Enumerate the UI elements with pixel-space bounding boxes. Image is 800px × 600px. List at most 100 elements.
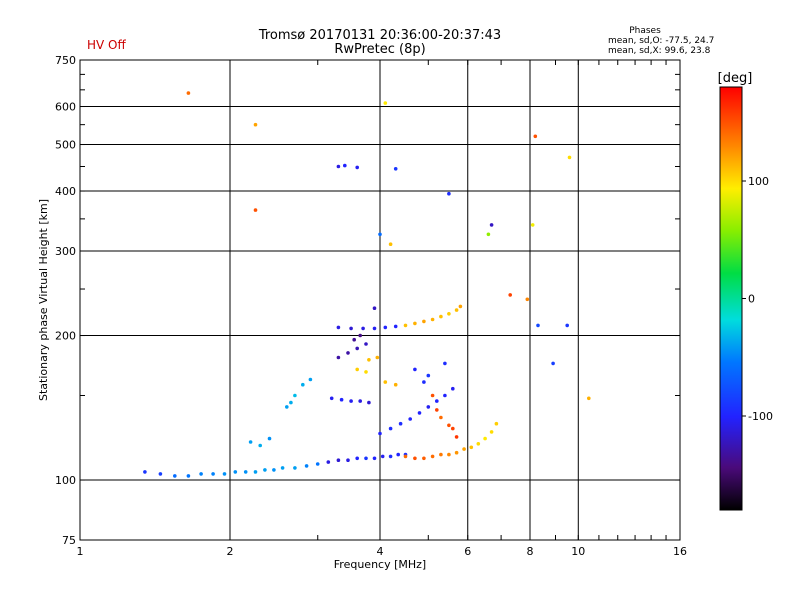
data-point bbox=[393, 382, 398, 387]
y-tick-label: 200 bbox=[55, 330, 76, 343]
data-point bbox=[430, 317, 435, 322]
data-point bbox=[186, 91, 191, 95]
data-point bbox=[289, 400, 293, 405]
data-point bbox=[308, 377, 313, 382]
data-point bbox=[355, 367, 360, 372]
data-point bbox=[536, 323, 540, 328]
data-point bbox=[378, 431, 382, 436]
chart-subtitle: RwPretec (8p) bbox=[334, 42, 425, 57]
data-point bbox=[451, 386, 455, 391]
y-tick-label: 75 bbox=[62, 534, 76, 547]
data-point bbox=[413, 456, 417, 461]
data-point bbox=[253, 208, 258, 212]
data-point bbox=[352, 337, 357, 342]
data-point bbox=[422, 319, 426, 324]
data-point bbox=[430, 454, 435, 459]
data-point bbox=[243, 470, 248, 474]
y-tick-label: 300 bbox=[55, 245, 76, 258]
data-point bbox=[417, 411, 422, 415]
x-tick-label: 2 bbox=[227, 545, 234, 558]
data-point bbox=[447, 312, 451, 316]
data-point bbox=[233, 470, 238, 474]
data-point bbox=[253, 122, 258, 127]
data-point bbox=[413, 367, 417, 372]
data-point bbox=[551, 361, 555, 366]
data-point bbox=[476, 442, 481, 446]
data-point bbox=[361, 326, 365, 331]
data-point bbox=[355, 165, 360, 170]
data-point bbox=[336, 325, 341, 330]
data-point bbox=[372, 326, 377, 331]
data-point bbox=[447, 423, 451, 428]
data-point bbox=[587, 396, 591, 401]
data-point bbox=[393, 167, 398, 171]
data-point bbox=[533, 134, 538, 139]
x-tick-label: 6 bbox=[464, 545, 471, 558]
y-tick-label: 600 bbox=[55, 101, 76, 114]
data-point bbox=[315, 462, 320, 466]
data-point bbox=[383, 101, 388, 105]
data-point bbox=[530, 223, 535, 227]
data-point bbox=[253, 470, 258, 474]
data-point bbox=[396, 452, 401, 457]
axis-ticks: 1 2 4 6 8 10 16 75 100 200 300 400 500 600 750 bbox=[55, 54, 687, 558]
data-point bbox=[403, 454, 408, 459]
colorbar-label: [deg] bbox=[718, 71, 753, 86]
data-point bbox=[565, 323, 569, 328]
data-point bbox=[355, 456, 360, 461]
data-point bbox=[343, 163, 347, 168]
data-point bbox=[336, 164, 341, 169]
data-point bbox=[388, 242, 393, 246]
data-point bbox=[393, 324, 398, 329]
y-tick-label: 500 bbox=[55, 139, 76, 152]
data-point bbox=[486, 232, 491, 237]
data-point bbox=[364, 456, 368, 461]
data-point bbox=[358, 399, 363, 403]
data-point bbox=[349, 399, 353, 403]
data-point bbox=[447, 452, 451, 457]
data-point bbox=[280, 466, 285, 470]
data-point bbox=[443, 393, 447, 398]
data-point bbox=[272, 468, 276, 472]
data-point bbox=[439, 452, 443, 457]
x-tick-label: 10 bbox=[571, 545, 585, 558]
data-point bbox=[375, 355, 380, 360]
x-tick-label: 4 bbox=[377, 545, 384, 558]
data-point bbox=[222, 472, 227, 476]
data-point bbox=[199, 472, 203, 476]
data-point bbox=[435, 399, 439, 403]
data-point bbox=[326, 460, 331, 464]
data-point bbox=[483, 436, 487, 441]
data-point bbox=[285, 405, 289, 409]
data-point bbox=[426, 405, 431, 409]
data-point bbox=[355, 346, 360, 351]
data-point bbox=[435, 408, 439, 412]
data-point bbox=[454, 435, 459, 439]
colorbar-tick-label: 100 bbox=[748, 175, 769, 188]
data-point bbox=[258, 443, 263, 448]
x-tick-label: 1 bbox=[77, 545, 84, 558]
data-point bbox=[329, 396, 334, 401]
data-point bbox=[430, 393, 435, 398]
data-point bbox=[372, 456, 377, 461]
data-point bbox=[346, 351, 350, 355]
data-point bbox=[263, 468, 267, 472]
y-axis-label: Stationary phase Virtual Height [km] bbox=[37, 199, 50, 401]
data-point bbox=[508, 293, 512, 297]
colorbar-tick-label: -100 bbox=[748, 410, 773, 423]
x-tick-label: 8 bbox=[527, 545, 534, 558]
data-point bbox=[458, 304, 463, 309]
data-point bbox=[408, 417, 413, 421]
data-point bbox=[422, 456, 426, 461]
stats-line-o: mean, sd,O: -77.5, 24.7 bbox=[608, 36, 714, 46]
chart-title: Tromsø 20170131 20:36:00-20:37:43 bbox=[258, 28, 501, 43]
data-point bbox=[469, 445, 474, 450]
data-point bbox=[388, 454, 393, 459]
data-point bbox=[383, 380, 388, 384]
data-point bbox=[494, 421, 499, 426]
data-point bbox=[364, 370, 368, 374]
data-point bbox=[349, 326, 353, 331]
data-point bbox=[339, 397, 344, 402]
data-point bbox=[211, 472, 215, 476]
